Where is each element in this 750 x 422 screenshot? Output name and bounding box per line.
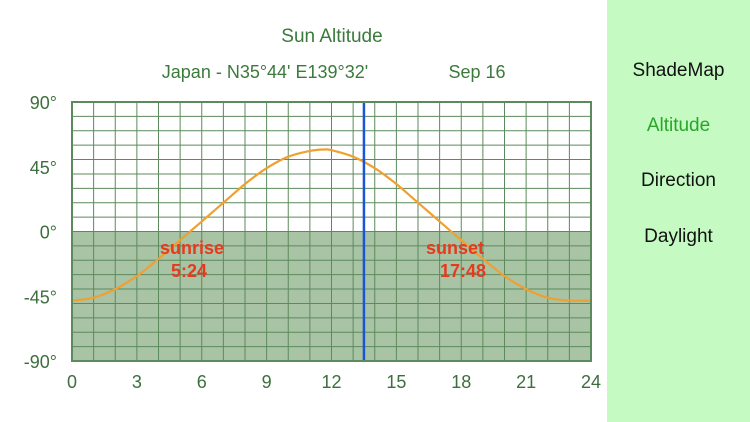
- x-tick-label: 24: [581, 372, 601, 392]
- sun-altitude-chart: Sun Altitude Japan - N35°44' E139°32' Se…: [24, 26, 601, 392]
- sunset-label: sunset: [426, 238, 484, 258]
- altitude-curve-group: [71, 148, 592, 302]
- y-tick-label: 45°: [30, 158, 57, 178]
- sunrise-time: 5:24: [171, 261, 207, 281]
- y-tick-label: -45°: [24, 287, 57, 307]
- x-tick-label: 0: [67, 372, 77, 392]
- chart-title: Sun Altitude: [281, 26, 382, 47]
- date-text: Sep 16: [448, 62, 505, 82]
- chart-area: Sun Altitude Japan - N35°44' E139°32' Se…: [24, 26, 601, 392]
- sunset-time: 17:48: [440, 261, 486, 281]
- x-tick-label: 18: [451, 372, 471, 392]
- x-tick-label: 12: [321, 372, 341, 392]
- plot-border: [71, 101, 592, 362]
- y-tick-labels: 90° 45° 0° -45° -90°: [24, 93, 57, 372]
- x-tick-labels: 0 3 6 9 12 15 18 21 24: [67, 372, 601, 392]
- nav-daylight[interactable]: Daylight: [644, 226, 713, 247]
- grid: [72, 102, 591, 361]
- x-tick-label: 21: [516, 372, 536, 392]
- x-tick-label: 3: [132, 372, 142, 392]
- location-text: Japan - N35°44' E139°32': [162, 62, 368, 82]
- x-tick-label: 9: [262, 372, 272, 392]
- side-panel: ShadeMap Altitude Direction Daylight: [607, 0, 750, 422]
- altitude-curve: [71, 148, 592, 302]
- x-tick-label: 15: [386, 372, 406, 392]
- y-tick-label: 0°: [40, 223, 57, 243]
- sunrise-label: sunrise: [160, 238, 224, 258]
- nav-shademap[interactable]: ShadeMap: [632, 60, 725, 81]
- nav-altitude[interactable]: Altitude: [646, 115, 711, 136]
- nav-direction[interactable]: Direction: [641, 170, 716, 191]
- y-tick-label: -90°: [24, 352, 57, 372]
- y-tick-label: 90°: [30, 93, 57, 113]
- x-tick-label: 6: [197, 372, 207, 392]
